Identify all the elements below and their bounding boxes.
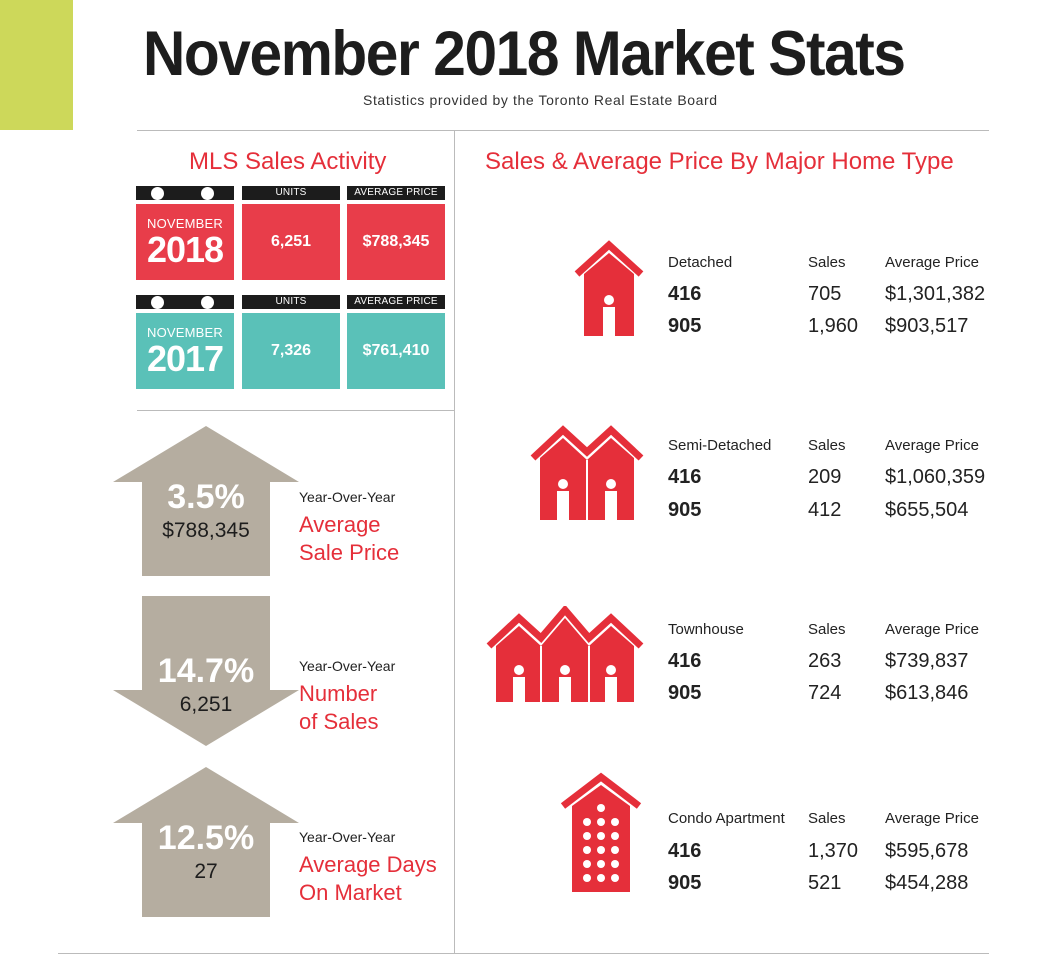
price-header: Average Price [885, 437, 979, 454]
region-code: 416 [668, 283, 702, 305]
yoy-average-price: 3.5% $788,345 [113, 426, 299, 576]
calendar-ring [151, 296, 164, 309]
month-cell: NOVEMBER 2018 [136, 204, 234, 280]
price-header: Average Price [885, 810, 979, 827]
home-type-name: Townhouse [668, 621, 744, 638]
price-header: AVERAGE PRICE [347, 186, 445, 200]
price-header: Average Price [885, 254, 979, 271]
price-value: $613,846 [885, 682, 969, 704]
sales-value: 724 [808, 682, 842, 704]
home-type-section-title: Sales & Average Price By Major Home Type [485, 148, 954, 175]
region-code: 416 [668, 840, 702, 862]
units-value: 7,326 [242, 313, 340, 389]
year-label: 2018 [146, 228, 224, 270]
home-type-name: Condo Apartment [668, 810, 785, 827]
yoy-metric: Average Days On Market [299, 851, 437, 907]
price-value: $595,678 [885, 840, 969, 862]
region-code: 905 [668, 872, 702, 894]
region-code: 416 [668, 466, 702, 488]
divider-middle [137, 410, 454, 411]
yoy-number-of-sales: 14.7% 6,251 [113, 596, 299, 746]
page-subtitle: Statistics provided by the Toronto Real … [363, 92, 718, 108]
region-code: 416 [668, 650, 702, 672]
region-code: 905 [668, 682, 702, 704]
yoy-percent: 12.5% [157, 819, 255, 857]
sales-value: 412 [808, 499, 842, 521]
yoy-metric-line1: Average [299, 512, 381, 537]
price-value: $1,301,382 [885, 283, 986, 305]
detached-house-icon [574, 240, 644, 336]
divider-top [137, 130, 989, 131]
calendar-ring [151, 187, 164, 200]
calendar-ring [201, 187, 214, 200]
sales-header: Sales [808, 810, 846, 827]
yoy-metric: Number of Sales [299, 680, 379, 736]
yoy-value: $788,345 [162, 519, 250, 542]
price-value: $761,410 [347, 313, 445, 389]
yoy-label: Year-Over-Year [299, 829, 396, 845]
semi-detached-house-icon [530, 425, 644, 520]
price-value: $655,504 [885, 499, 969, 521]
yoy-value: 6,251 [179, 693, 233, 716]
sales-value: 263 [808, 650, 842, 672]
price-header: Average Price [885, 621, 979, 638]
month-cell: NOVEMBER 2017 [136, 313, 234, 389]
units-header: UNITS [242, 186, 340, 200]
page-title: November 2018 Market Stats [143, 19, 906, 89]
arrow-down-icon [113, 596, 299, 746]
yoy-metric-line2: of Sales [299, 709, 379, 734]
year-label: 2017 [146, 337, 224, 379]
price-value: $1,060,359 [885, 466, 986, 488]
sales-value: 521 [808, 872, 842, 894]
price-value: $903,517 [885, 315, 969, 337]
condo-apartment-icon [560, 772, 642, 892]
townhouse-icon [486, 606, 644, 702]
units-header: UNITS [242, 295, 340, 309]
price-value: $454,288 [885, 872, 969, 894]
home-type-name: Semi-Detached [668, 437, 772, 454]
yoy-metric: Average Sale Price [299, 511, 399, 567]
month-label: NOVEMBER [146, 324, 223, 340]
sales-header: Sales [808, 621, 846, 638]
yoy-label: Year-Over-Year [299, 489, 396, 505]
sales-value: 209 [808, 466, 842, 488]
region-code: 905 [668, 315, 702, 337]
yoy-label: Year-Over-Year [299, 658, 396, 674]
price-header: AVERAGE PRICE [347, 295, 445, 309]
accent-block [0, 0, 73, 130]
home-type-name: Detached [668, 254, 733, 271]
arrow-up-icon [113, 426, 299, 576]
arrow-up-icon [113, 767, 299, 917]
price-value: $739,837 [885, 650, 969, 672]
yoy-percent: 3.5% [167, 478, 245, 516]
calendar-ring [201, 296, 214, 309]
yoy-value: 27 [194, 860, 218, 883]
divider-vertical [454, 131, 455, 953]
divider-bottom [58, 953, 989, 954]
yoy-metric-line2: On Market [299, 880, 402, 905]
yoy-days-on-market: 12.5% 27 [113, 767, 299, 917]
sales-header: Sales [808, 254, 846, 271]
sales-value: 1,370 [808, 840, 859, 862]
yoy-metric-line2: Sale Price [299, 540, 400, 565]
yoy-metric-line1: Number [299, 681, 378, 706]
month-label: NOVEMBER [146, 215, 223, 231]
mls-section-title: MLS Sales Activity [189, 148, 387, 175]
yoy-percent: 14.7% [157, 652, 255, 690]
region-code: 905 [668, 499, 702, 521]
units-value: 6,251 [242, 204, 340, 280]
yoy-metric-line1: Average Days [299, 852, 437, 877]
sales-header: Sales [808, 437, 846, 454]
sales-value: 1,960 [808, 315, 859, 337]
price-value: $788,345 [347, 204, 445, 280]
sales-value: 705 [808, 283, 842, 305]
